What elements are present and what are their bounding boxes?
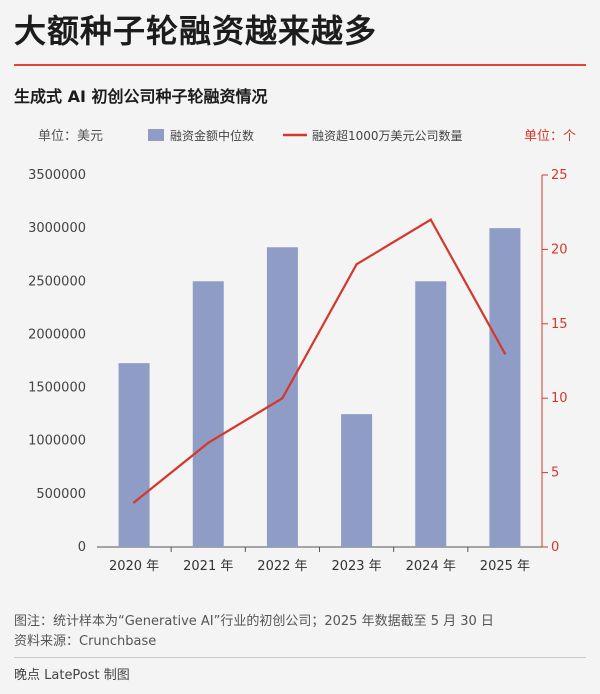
left-tick-label: 3000000 (28, 221, 86, 236)
right-tick-label: 15 (551, 317, 568, 332)
right-tick-label: 10 (551, 391, 568, 406)
line-point (132, 501, 136, 504)
chart-subtitle: 生成式 AI 初创公司种子轮融资情况 (14, 87, 268, 106)
left-axis-unit: 单位：美元 (38, 129, 103, 144)
right-tick-label: 0 (551, 540, 559, 555)
x-tick-label: 2025 年 (480, 559, 530, 574)
right-axis-unit: 单位：个 (524, 129, 576, 144)
footer: 图注：统计样本为“Generative AI”行业的初创公司；2025 年数据截… (14, 612, 494, 652)
line-series (133, 218, 506, 504)
bar (415, 281, 447, 547)
x-tick-label: 2021 年 (183, 559, 233, 574)
line-point (281, 397, 284, 400)
accent-rule (14, 64, 586, 66)
line-point (429, 218, 432, 221)
right-tick-label: 5 (551, 466, 559, 481)
source-note: 资料来源：Crunchbase (14, 634, 157, 649)
left-tick-label: 3500000 (28, 168, 86, 183)
left-tick-label: 1500000 (28, 381, 86, 396)
left-tick-label: 2000000 (28, 327, 86, 342)
left-tick-label: 500000 (36, 487, 86, 502)
line-point (503, 352, 507, 355)
line-point (207, 441, 210, 445)
right-tick-label: 20 (551, 242, 568, 257)
line-point (355, 263, 358, 266)
legend-bar-label: 融资金额中位数 (170, 128, 254, 143)
left-tick-label: 2500000 (28, 274, 86, 289)
credit: 晚点 LatePost 制图 (14, 668, 130, 683)
x-tick-label: 2024 年 (406, 559, 456, 574)
bar (341, 414, 373, 547)
x-tick-label: 2022 年 (257, 559, 307, 574)
headline: 大额种子轮融资越来越多 (14, 12, 378, 50)
x-tick-label: 2020 年 (109, 559, 159, 574)
bar (489, 228, 521, 547)
bar (118, 363, 150, 547)
footer-divider (14, 657, 586, 658)
legend-bar-swatch (148, 129, 164, 141)
footnote: 图注：统计样本为“Generative AI”行业的初创公司；2025 年数据截… (14, 614, 494, 629)
legend-line-label: 融资超1000万美元公司数量 (312, 128, 463, 143)
left-tick-label: 1000000 (28, 434, 86, 449)
x-tick-label: 2023 年 (331, 559, 381, 574)
combo-chart: 单位：美元 单位：个 融资金额中位数 融资超1000万美元公司数量 0 500000 1… (28, 128, 576, 574)
right-tick-label: 25 (551, 168, 568, 183)
left-tick-label: 0 (78, 540, 86, 555)
bar (192, 281, 224, 547)
